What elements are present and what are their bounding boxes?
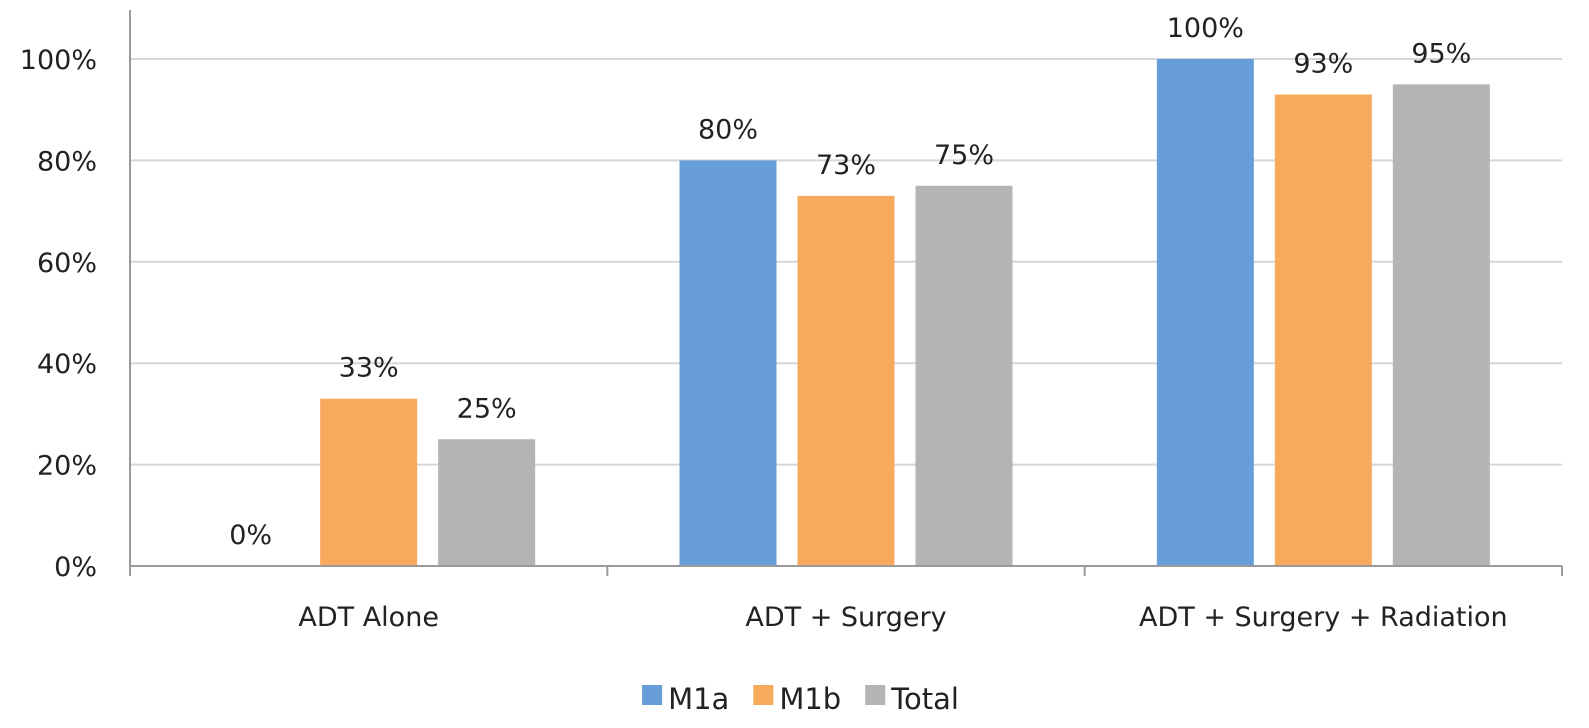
legend-label: M1a bbox=[668, 682, 729, 716]
bar-m1a bbox=[679, 160, 777, 566]
bar-m1b bbox=[320, 398, 418, 566]
legend-swatch-m1b bbox=[753, 685, 774, 705]
data-label: 95% bbox=[1411, 38, 1471, 69]
data-label: 93% bbox=[1293, 48, 1353, 79]
legend-label: Total bbox=[890, 682, 959, 716]
y-tick-label: 20% bbox=[37, 451, 97, 482]
data-label: 100% bbox=[1167, 13, 1244, 44]
bar-total bbox=[915, 185, 1013, 566]
axes bbox=[129, 10, 1563, 576]
legend: M1a M1b Total bbox=[642, 682, 959, 716]
x-axis-categories: ADT Alone ADT + Surgery ADT + Surgery + Ra… bbox=[298, 602, 1507, 633]
data-label: 25% bbox=[457, 393, 517, 424]
legend-label: M1b bbox=[779, 682, 841, 716]
legend-swatch-m1a bbox=[642, 685, 663, 705]
data-labels: 0% 33% 25% 80% 73% 75% 100% 93% 95% bbox=[229, 13, 1471, 551]
data-label: 75% bbox=[934, 140, 994, 171]
bar-m1a bbox=[1156, 59, 1254, 566]
y-tick-label: 80% bbox=[37, 146, 97, 177]
data-label: 73% bbox=[816, 150, 876, 181]
x-category-label: ADT + Surgery + Radiation bbox=[1139, 602, 1508, 633]
x-category-label: ADT + Surgery bbox=[745, 602, 946, 633]
data-label: 0% bbox=[229, 520, 272, 551]
bars bbox=[320, 59, 1490, 567]
bar-total bbox=[1392, 84, 1490, 566]
bar-m1b bbox=[1274, 94, 1372, 567]
y-tick-label: 40% bbox=[37, 349, 97, 380]
bar-m1b bbox=[797, 195, 895, 566]
y-tick-label: 100% bbox=[20, 45, 97, 76]
y-tick-label: 0% bbox=[54, 552, 97, 583]
data-label: 80% bbox=[698, 114, 758, 145]
y-axis-ticks: 0% 20% 40% 60% 80% 100% bbox=[20, 45, 97, 583]
legend-swatch-total bbox=[865, 685, 886, 705]
data-label: 33% bbox=[339, 353, 399, 384]
bar-total bbox=[438, 439, 536, 566]
x-category-label: ADT Alone bbox=[298, 602, 439, 633]
y-tick-label: 60% bbox=[37, 248, 97, 279]
